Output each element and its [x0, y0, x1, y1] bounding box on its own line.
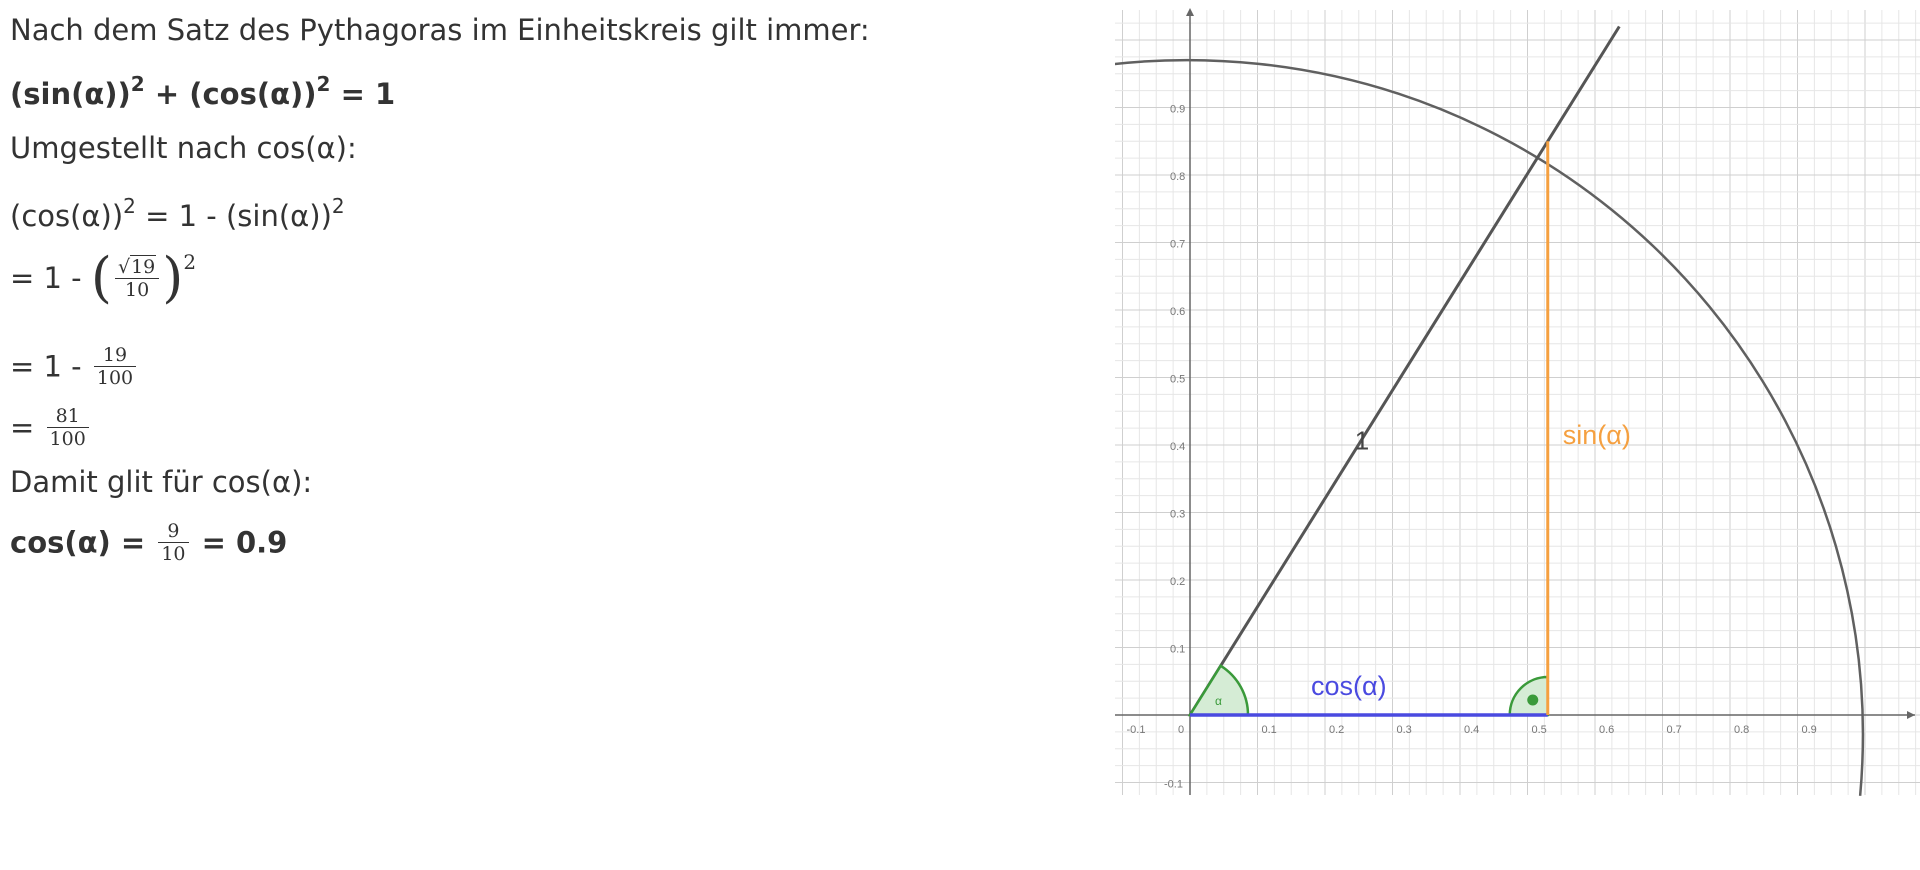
x-tick-labels: -0.1 0 0.1 0.2 0.3 0.4 0.5 0.6 0.7 0.8 0.9: [1127, 724, 1817, 736]
rearranged-label: Umgestellt nach cos(α):: [10, 131, 357, 165]
x-axis-arrow: [1907, 711, 1915, 719]
hypotenuse-label: 1: [1355, 426, 1369, 456]
y-tick-label: 0.8: [1170, 171, 1185, 183]
unit-circle-arc: [1115, 58, 1865, 796]
y-tick-label: 0.1: [1170, 644, 1185, 656]
angle-alpha-label: α: [1215, 694, 1222, 708]
step-cos-squared: (cos(α))2 = 1 - (sin(α))2: [10, 194, 345, 233]
y-tick-label: -0.1: [1164, 779, 1183, 791]
unit-circle-diagram: -0.1 0 0.1 0.2 0.3 0.4 0.5 0.6 0.7 0.8 0.9 0.90.80…: [1115, 8, 1920, 796]
intro-text: Nach dem Satz des Pythagoras im Einheits…: [10, 13, 870, 47]
grid: [1115, 10, 1920, 795]
y-tick-label: 0.6: [1170, 306, 1185, 318]
right-angle-dot: [1527, 694, 1539, 706]
fraction-9-over-10: 9 10: [158, 520, 189, 565]
y-tick-label: 0.4: [1170, 441, 1185, 453]
cos-label: cos(α): [1311, 671, 1387, 701]
sin-label: sin(α): [1563, 420, 1631, 450]
result-equation: cos(α) = 9 10 = 0.9: [10, 520, 288, 565]
y-tick-label: 0.5: [1170, 374, 1185, 386]
left-paren: (: [90, 246, 112, 309]
x-tick-label: -0.1: [1127, 724, 1146, 736]
x-tick-label: 0.6: [1599, 724, 1614, 736]
fraction-81-over-100: 81 100: [46, 405, 89, 450]
y-tick-label: 0.9: [1170, 104, 1185, 116]
x-tick-label: 0.8: [1734, 724, 1749, 736]
right-paren: ): [162, 246, 184, 309]
fraction-sqrt19-over-10: √19 10: [114, 254, 160, 301]
right-angle-marker: [1508, 675, 1549, 717]
angle-alpha-wedge: [1187, 664, 1250, 717]
y-tick-labels: 0.9 0.8 0.7 0.6 0.5 0.4 0.3 0.2 0.1 -0.1: [1164, 104, 1185, 791]
fraction-19-over-100: 19 100: [93, 344, 137, 389]
y-tick-label: 0.3: [1170, 509, 1185, 521]
x-tick-label: 0.3: [1397, 724, 1412, 736]
conclusion-label: Damit glit für cos(α):: [10, 465, 313, 499]
x-tick-label: 0.7: [1667, 724, 1682, 736]
x-tick-label: 0.1: [1262, 724, 1277, 736]
pythagoras-identity: (sin(α))2 + (cos(α))2 = 1: [10, 72, 396, 111]
x-tick-label: 0.2: [1329, 724, 1344, 736]
y-axis-arrow: [1186, 8, 1194, 16]
hypotenuse-line: [1188, 25, 1621, 716]
step-substitution: = 1 - (√19 10)2: [10, 246, 197, 309]
y-tick-label: 0.2: [1170, 576, 1185, 588]
step-19-over-100: = 1 - 19 100: [10, 344, 139, 389]
x-tick-label: 0.9: [1802, 724, 1817, 736]
x-tick-label: 0.5: [1532, 724, 1547, 736]
x-tick-label: 0.4: [1464, 724, 1479, 736]
x-tick-label: 0: [1178, 724, 1184, 736]
step-81-over-100: = 81 100: [10, 405, 92, 450]
y-tick-label: 0.7: [1170, 239, 1185, 251]
